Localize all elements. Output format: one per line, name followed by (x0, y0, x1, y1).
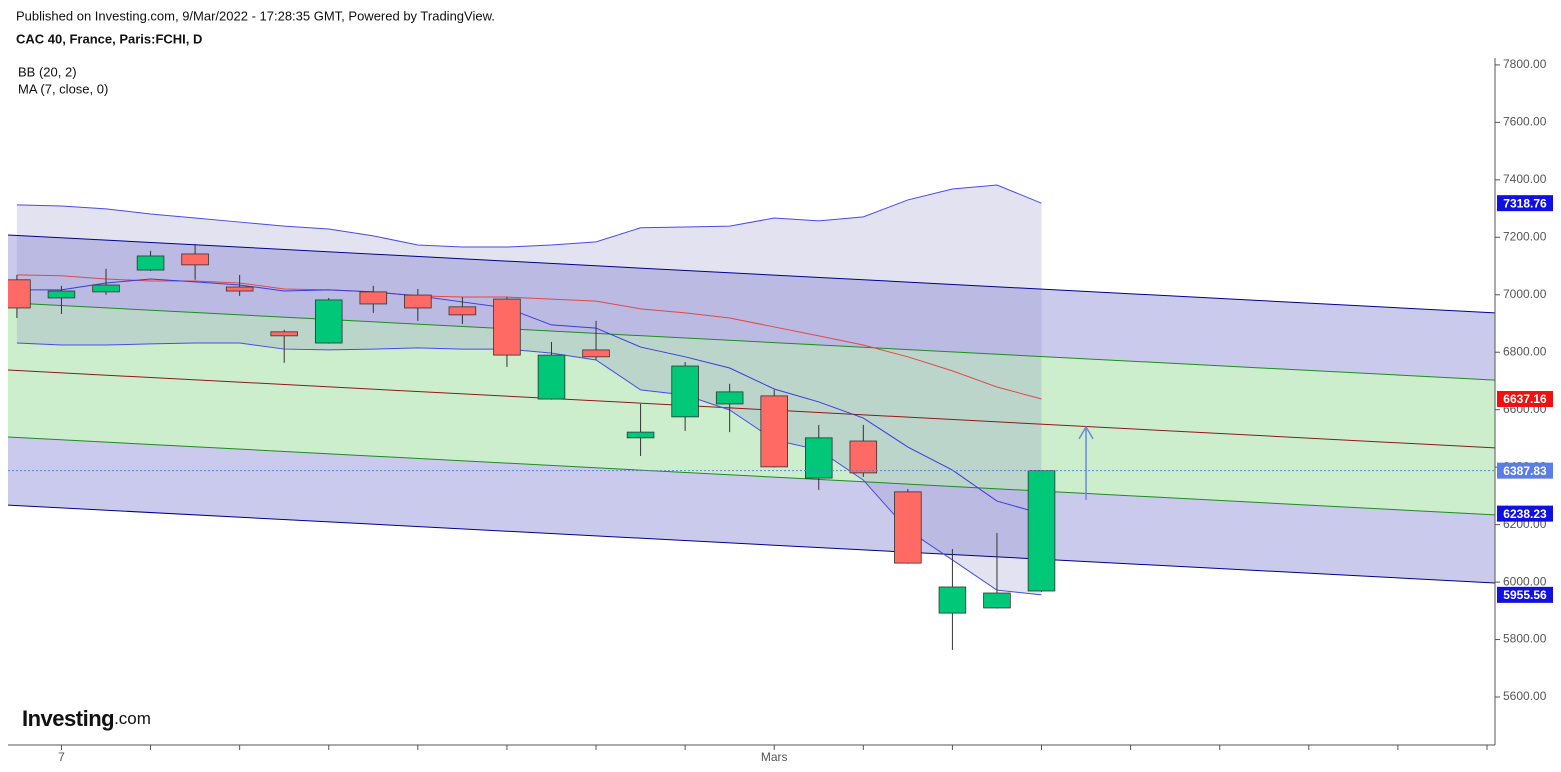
price-badge (1497, 505, 1553, 522)
y-tick-label: 6800.00 (1503, 344, 1547, 358)
candle-body (715, 391, 744, 405)
source-note: Published on Investing.com, 9/Mar/2022 -… (16, 8, 495, 23)
candle-body (225, 286, 254, 292)
candle-body (493, 298, 521, 356)
channel-line (8, 436, 1495, 516)
candle-body (805, 437, 833, 479)
candle-body (582, 349, 610, 358)
candle-body (849, 440, 878, 474)
y-tick-label: 7600.00 (1503, 115, 1547, 129)
candle-body (314, 299, 343, 344)
price-badge-label: 6238.23 (1503, 507, 1547, 521)
channel-line (8, 504, 1495, 584)
candle-body (537, 354, 566, 400)
candle-body (448, 306, 477, 316)
x-tick-label: 7 (58, 750, 65, 764)
candle-body (983, 592, 1011, 609)
price-badge-label: 5955.56 (1503, 588, 1547, 602)
candle-body (671, 365, 699, 418)
chart-title: CAC 40, France, Paris:FCHI, D (16, 31, 202, 46)
candle-body (92, 284, 120, 293)
arrow-head (1078, 425, 1094, 440)
candle-body (1027, 470, 1056, 592)
candle-body (270, 331, 298, 337)
logo-suffix: .com (114, 709, 151, 728)
indicator-label: MA (7, close, 0) (18, 81, 108, 96)
bollinger-upper (16, 184, 1042, 248)
logo: Investing.com (22, 706, 151, 731)
candle-body (626, 431, 655, 439)
candle-body (894, 491, 922, 564)
price-badge-label: 7318.76 (1503, 196, 1547, 210)
channel-line (8, 302, 1495, 381)
candle-body (181, 253, 209, 266)
y-tick-label: 7000.00 (1503, 287, 1547, 301)
price-badge (1497, 462, 1553, 479)
candle-body (760, 395, 788, 468)
candle-body (136, 255, 165, 271)
x-tick-label: Mars (761, 750, 788, 764)
bollinger-lower (16, 342, 1042, 596)
indicator-label: BB (20, 2) (18, 64, 77, 79)
y-tick-label: 7400.00 (1503, 172, 1547, 186)
y-tick-label: 6000.00 (1503, 574, 1547, 588)
price-badge (1497, 391, 1553, 408)
channel-line (8, 234, 1495, 314)
channel-fill (8, 436, 1495, 583)
moving-average (16, 278, 1042, 515)
logo-text: Investing (22, 706, 114, 731)
candle-body (359, 291, 388, 305)
channel-fill (8, 234, 1495, 381)
axes: 5600.005800.006000.006200.006400.006600.… (8, 57, 1553, 764)
channel-line (8, 369, 1495, 449)
plot-area (8, 184, 1495, 650)
candle-body (404, 294, 432, 309)
y-tick-label: 7800.00 (1503, 57, 1547, 71)
candle-body (8, 279, 31, 309)
candle-body (47, 290, 76, 299)
price-badge-label: 6637.16 (1503, 392, 1547, 406)
price-badge-label: 6387.83 (1503, 464, 1547, 478)
candle-body (938, 586, 967, 614)
y-tick-label: 5800.00 (1503, 632, 1547, 646)
price-badge (1497, 195, 1553, 212)
y-tick-label: 7200.00 (1503, 229, 1547, 243)
y-tick-label: 5600.00 (1503, 689, 1547, 703)
price-badge (1497, 586, 1553, 603)
